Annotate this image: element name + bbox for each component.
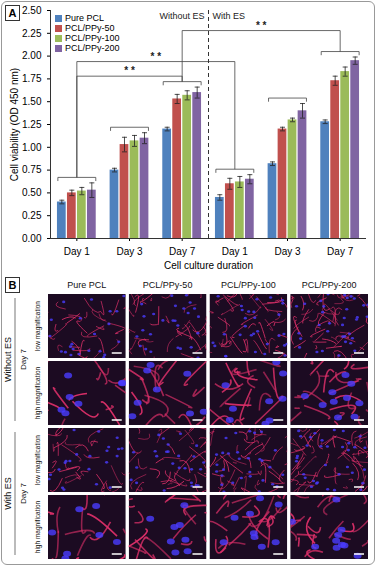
svg-text:Day 3: Day 3 xyxy=(274,246,301,257)
svg-text:Day 7: Day 7 xyxy=(19,349,28,370)
svg-text:low magnification: low magnification xyxy=(34,301,42,351)
svg-text:high magnification: high magnification xyxy=(34,500,42,553)
svg-text:Day 7: Day 7 xyxy=(19,483,28,504)
svg-text:Day 7: Day 7 xyxy=(169,246,196,257)
svg-text:* *: * * xyxy=(151,51,162,62)
svg-text:Cell culture duration: Cell culture duration xyxy=(164,260,253,271)
svg-text:Day 1: Day 1 xyxy=(64,246,91,257)
svg-text:2.25: 2.25 xyxy=(22,28,42,39)
html-text:PCL/PPy-200: PCL/PPy-200 xyxy=(65,43,120,53)
svg-text:low magnification: low magnification xyxy=(34,435,42,485)
svg-text:0.75: 0.75 xyxy=(22,164,42,175)
svg-text:With ES: With ES xyxy=(213,11,246,21)
svg-text:2.50: 2.50 xyxy=(22,5,42,16)
svg-text:Day 1: Day 1 xyxy=(222,246,249,257)
svg-text:Cell viability (OD 450 nm): Cell viability (OD 450 nm) xyxy=(9,68,20,181)
svg-text:PCL/PPy-100: PCL/PPy-100 xyxy=(221,280,276,290)
html-text:B: B xyxy=(8,279,17,291)
svg-text:Day 3: Day 3 xyxy=(116,246,143,257)
svg-text:* *: * * xyxy=(124,65,135,76)
svg-text:With ES: With ES xyxy=(3,477,13,510)
html-text:PCL/PPy-100: PCL/PPy-100 xyxy=(65,33,120,43)
svg-text:1.50: 1.50 xyxy=(22,96,42,107)
svg-text:Pure PCL: Pure PCL xyxy=(67,280,106,290)
svg-text:2.00: 2.00 xyxy=(22,50,42,61)
svg-text:Without ES: Without ES xyxy=(3,337,13,382)
svg-text:PCL/PPy-200: PCL/PPy-200 xyxy=(302,280,357,290)
svg-text:1.00: 1.00 xyxy=(22,142,42,153)
svg-text:1.75: 1.75 xyxy=(22,73,42,84)
svg-text:0.00: 0.00 xyxy=(22,233,42,244)
svg-text:1.25: 1.25 xyxy=(22,119,42,130)
svg-text:Day 7: Day 7 xyxy=(327,246,354,257)
html-text:A: A xyxy=(8,7,17,19)
html-text:Pure PCL: Pure PCL xyxy=(65,13,104,23)
svg-text:Without ES: Without ES xyxy=(159,11,204,21)
svg-text:* *: * * xyxy=(256,20,267,31)
svg-text:0.25: 0.25 xyxy=(22,210,42,221)
svg-text:high magnification: high magnification xyxy=(34,366,42,419)
svg-text:PCL/PPy-50: PCL/PPy-50 xyxy=(143,280,193,290)
svg-text:0.50: 0.50 xyxy=(22,187,42,198)
html-text:PCL/PPy-50: PCL/PPy-50 xyxy=(65,23,115,33)
